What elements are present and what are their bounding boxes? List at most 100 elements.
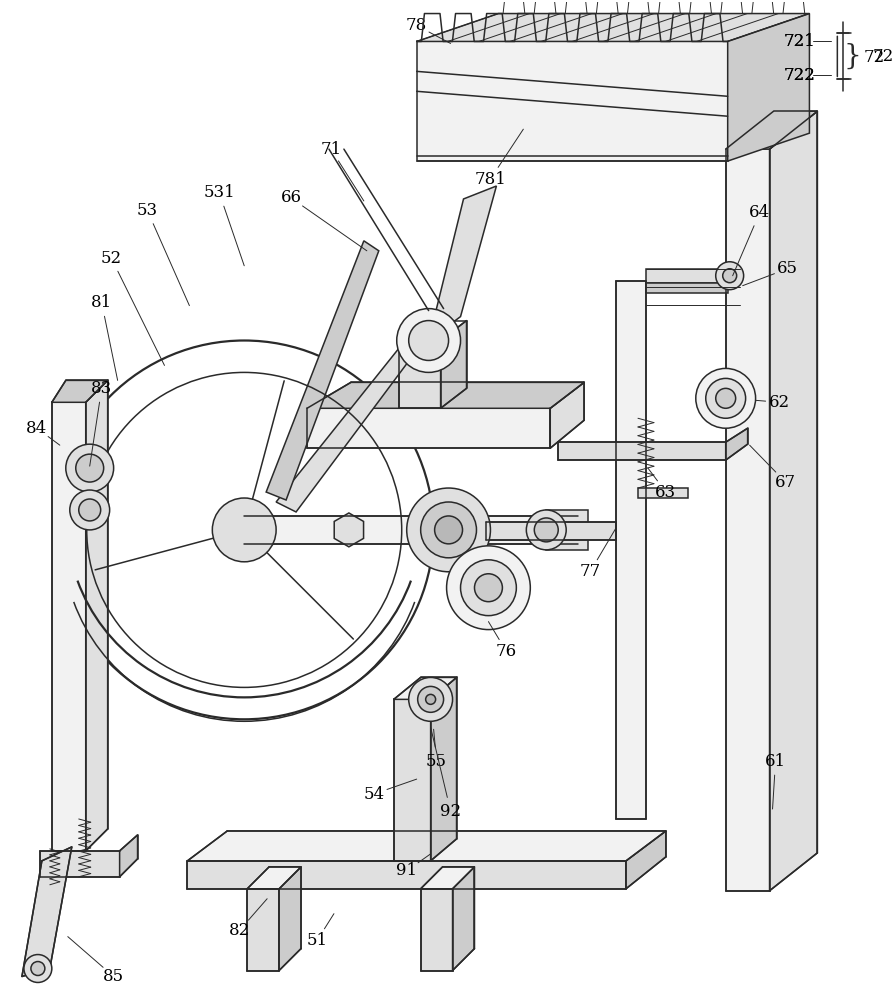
Circle shape bbox=[696, 368, 755, 428]
Polygon shape bbox=[420, 889, 452, 971]
Circle shape bbox=[76, 454, 104, 482]
Polygon shape bbox=[247, 889, 280, 971]
Text: 81: 81 bbox=[91, 294, 112, 311]
Text: 54: 54 bbox=[363, 786, 384, 803]
Text: 84: 84 bbox=[26, 420, 47, 437]
Text: 62: 62 bbox=[769, 394, 790, 411]
Circle shape bbox=[79, 499, 100, 521]
Polygon shape bbox=[22, 847, 72, 976]
Polygon shape bbox=[120, 835, 138, 877]
Circle shape bbox=[397, 309, 461, 372]
Polygon shape bbox=[638, 488, 688, 498]
Polygon shape bbox=[307, 382, 584, 408]
Text: 53: 53 bbox=[137, 202, 158, 219]
Polygon shape bbox=[280, 867, 301, 971]
Circle shape bbox=[420, 502, 477, 558]
Circle shape bbox=[65, 444, 114, 492]
Circle shape bbox=[70, 490, 109, 530]
Polygon shape bbox=[399, 341, 441, 408]
Text: 92: 92 bbox=[440, 803, 461, 820]
Text: 82: 82 bbox=[228, 922, 250, 939]
Text: 51: 51 bbox=[306, 932, 328, 949]
Circle shape bbox=[418, 686, 444, 712]
Circle shape bbox=[24, 955, 52, 982]
Polygon shape bbox=[770, 111, 817, 891]
Polygon shape bbox=[616, 281, 646, 819]
Text: 66: 66 bbox=[280, 189, 302, 206]
Polygon shape bbox=[452, 867, 475, 971]
Text: 72: 72 bbox=[863, 49, 884, 66]
Polygon shape bbox=[547, 510, 588, 550]
Text: 61: 61 bbox=[765, 753, 786, 770]
Polygon shape bbox=[187, 831, 666, 861]
Polygon shape bbox=[487, 522, 616, 540]
Polygon shape bbox=[626, 831, 666, 889]
Text: 531: 531 bbox=[203, 184, 235, 201]
Circle shape bbox=[723, 269, 737, 283]
Polygon shape bbox=[417, 41, 728, 161]
Polygon shape bbox=[726, 428, 747, 460]
Polygon shape bbox=[393, 677, 457, 699]
Circle shape bbox=[30, 962, 45, 975]
Circle shape bbox=[435, 516, 462, 544]
Polygon shape bbox=[646, 283, 728, 293]
Polygon shape bbox=[728, 14, 809, 161]
Text: 64: 64 bbox=[749, 204, 771, 221]
Circle shape bbox=[716, 388, 736, 408]
Polygon shape bbox=[726, 149, 770, 891]
Circle shape bbox=[409, 321, 449, 360]
Circle shape bbox=[706, 378, 745, 418]
Circle shape bbox=[407, 488, 490, 572]
Text: 76: 76 bbox=[495, 643, 517, 660]
Polygon shape bbox=[307, 408, 550, 448]
Text: 91: 91 bbox=[396, 862, 418, 879]
Circle shape bbox=[446, 546, 530, 630]
Circle shape bbox=[212, 498, 276, 562]
Polygon shape bbox=[52, 380, 108, 402]
Polygon shape bbox=[558, 442, 726, 460]
Polygon shape bbox=[52, 402, 86, 851]
Polygon shape bbox=[420, 867, 475, 889]
Polygon shape bbox=[393, 699, 431, 861]
Text: 77: 77 bbox=[580, 563, 600, 580]
Polygon shape bbox=[247, 867, 301, 889]
Text: }: } bbox=[843, 43, 861, 70]
Polygon shape bbox=[187, 861, 626, 889]
Text: 83: 83 bbox=[91, 380, 112, 397]
Text: 722: 722 bbox=[783, 67, 815, 84]
Circle shape bbox=[475, 574, 503, 602]
Circle shape bbox=[526, 510, 566, 550]
Text: 52: 52 bbox=[101, 250, 122, 267]
Polygon shape bbox=[266, 241, 379, 500]
Text: 71: 71 bbox=[321, 141, 341, 158]
Text: 721: 721 bbox=[783, 33, 815, 50]
Circle shape bbox=[55, 341, 434, 719]
Circle shape bbox=[716, 262, 744, 290]
Polygon shape bbox=[86, 380, 108, 851]
Text: 78: 78 bbox=[406, 17, 427, 34]
Text: 67: 67 bbox=[775, 474, 796, 491]
Text: 85: 85 bbox=[103, 968, 125, 985]
Circle shape bbox=[461, 560, 516, 616]
Polygon shape bbox=[726, 111, 817, 149]
Text: 781: 781 bbox=[475, 171, 506, 188]
Polygon shape bbox=[417, 14, 809, 41]
Polygon shape bbox=[40, 851, 120, 877]
Circle shape bbox=[409, 677, 452, 721]
Polygon shape bbox=[441, 321, 467, 408]
Circle shape bbox=[426, 694, 435, 704]
Polygon shape bbox=[431, 677, 457, 861]
Text: 722: 722 bbox=[783, 67, 815, 84]
Polygon shape bbox=[245, 516, 578, 544]
Text: 721: 721 bbox=[783, 33, 815, 50]
Text: 65: 65 bbox=[777, 260, 798, 277]
Polygon shape bbox=[276, 348, 410, 512]
Polygon shape bbox=[428, 186, 496, 341]
Polygon shape bbox=[334, 513, 364, 547]
Circle shape bbox=[534, 518, 558, 542]
Text: 72: 72 bbox=[872, 48, 893, 65]
Text: 63: 63 bbox=[655, 484, 676, 501]
Polygon shape bbox=[646, 269, 728, 283]
Polygon shape bbox=[550, 382, 584, 448]
Text: 55: 55 bbox=[426, 753, 447, 770]
